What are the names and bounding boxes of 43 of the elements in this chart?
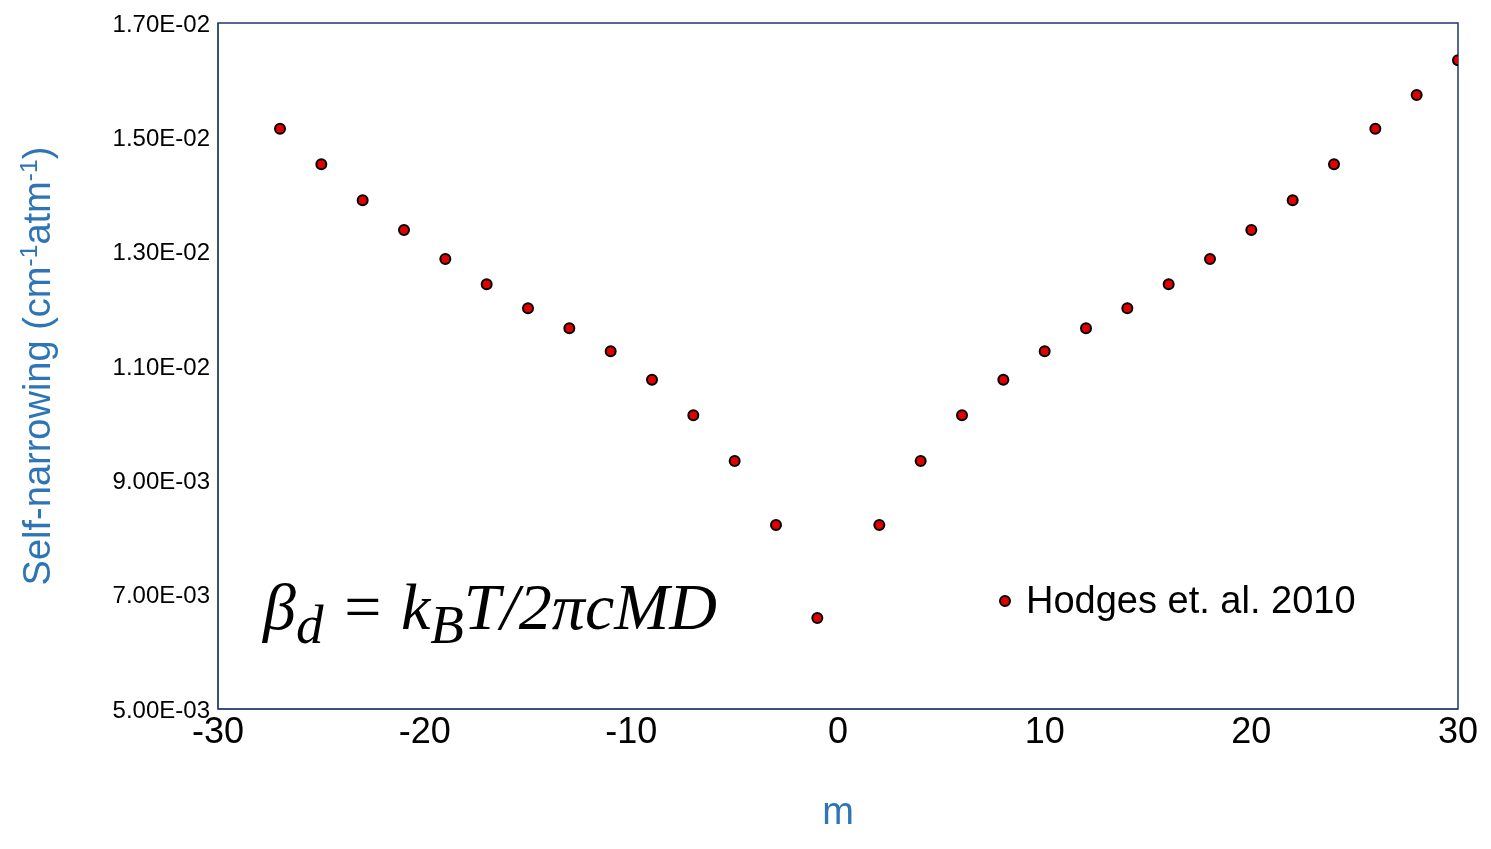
x-tick-label: 30 xyxy=(1437,709,1479,751)
point xyxy=(873,518,886,531)
point xyxy=(956,409,968,422)
point xyxy=(604,345,617,358)
point xyxy=(687,409,700,422)
x-axis-title: m xyxy=(822,790,854,832)
point xyxy=(274,122,286,135)
y-tick-label: 1.50E-02 xyxy=(112,123,210,151)
legend-label: Hodges et. al. 2010 xyxy=(1026,579,1356,622)
x-tick-label: 10 xyxy=(1024,709,1065,751)
x-tick-label: -20 xyxy=(398,709,451,751)
y-tick-label: 1.70E-02 xyxy=(112,9,210,37)
point xyxy=(315,158,328,171)
point xyxy=(997,373,1010,386)
point xyxy=(563,322,576,335)
annotation: β$_{d}$ = k$_{B}$T/2πcMD xyxy=(263,569,717,657)
y-tick-label: 1.30E-02 xyxy=(112,238,210,266)
point xyxy=(439,253,452,266)
point xyxy=(1080,322,1092,335)
point xyxy=(1121,302,1134,315)
y-tick-label: 9.00E-03 xyxy=(112,466,210,494)
y-tick-label: 1.10E-02 xyxy=(112,352,210,380)
point xyxy=(728,454,741,467)
x-tick-label: 0 xyxy=(827,709,849,751)
point xyxy=(1038,345,1051,358)
point xyxy=(480,278,493,291)
y-tick-label: 7.00E-03 xyxy=(112,581,210,609)
point xyxy=(646,373,658,386)
point xyxy=(1369,122,1382,135)
point xyxy=(1410,89,1423,102)
point xyxy=(1204,253,1216,266)
point xyxy=(914,454,927,467)
point xyxy=(1162,278,1175,291)
point xyxy=(1245,223,1258,236)
point xyxy=(522,302,534,315)
x-tick-label: -10 xyxy=(605,709,658,751)
point xyxy=(356,194,369,207)
point xyxy=(1286,194,1299,207)
point xyxy=(770,518,782,531)
point xyxy=(1328,158,1340,171)
point xyxy=(811,612,824,625)
x-tick-label: 20 xyxy=(1231,709,1272,751)
point xyxy=(398,223,410,236)
